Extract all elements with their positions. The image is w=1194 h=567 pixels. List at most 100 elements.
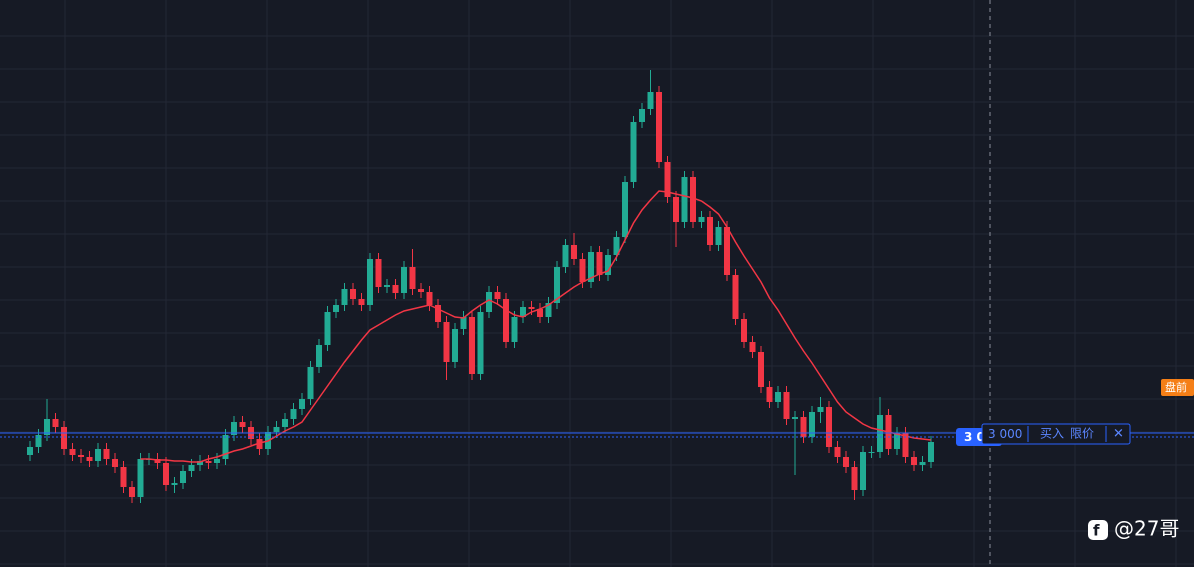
candle-body <box>367 259 373 305</box>
candle-body <box>579 259 586 282</box>
order-qty: 3 000 <box>988 427 1022 441</box>
price-label: 3 0 <box>964 430 985 444</box>
candle-body <box>171 483 178 485</box>
order-cancel[interactable]: ✕ <box>1113 427 1124 442</box>
candle-body <box>707 217 713 245</box>
candle-body <box>61 427 67 449</box>
candle-body <box>775 392 781 402</box>
candle-body <box>324 312 331 345</box>
candle-body <box>44 419 50 435</box>
candle-body <box>690 177 696 222</box>
candle-body <box>664 162 671 197</box>
candle-body <box>588 252 594 282</box>
candle-body <box>911 457 917 465</box>
logo: f <box>1088 520 1108 540</box>
candle-body <box>732 275 739 319</box>
candle-body <box>222 435 229 459</box>
candle-body <box>95 449 101 461</box>
candle-body <box>537 309 543 317</box>
candle-body <box>316 345 322 367</box>
candle-body <box>503 299 509 342</box>
candle-body <box>622 182 628 237</box>
candle-body <box>69 449 76 455</box>
order-side: 买入 <box>1040 427 1064 441</box>
candle-body <box>163 463 169 485</box>
candle-body <box>639 109 645 122</box>
candle-body <box>630 122 637 182</box>
svg-text:f: f <box>1093 522 1100 540</box>
candle-body <box>282 419 288 427</box>
candle-body <box>571 245 577 259</box>
watermark: @27哥 <box>1114 517 1179 541</box>
candle-body <box>605 255 611 275</box>
session-label: 盘前 <box>1165 380 1187 394</box>
moving-average <box>140 190 932 463</box>
candle-body <box>426 292 433 305</box>
candles <box>27 70 934 503</box>
candle-body <box>103 449 110 459</box>
candle-body <box>520 307 526 317</box>
order-box[interactable] <box>981 423 1131 445</box>
candle-body <box>724 227 730 275</box>
candle-body <box>749 342 756 352</box>
candle-body <box>180 471 186 483</box>
candle-body <box>647 92 654 109</box>
candle-body <box>681 177 688 222</box>
session-badge <box>1161 379 1194 396</box>
candle-body <box>52 419 59 427</box>
candle-body <box>214 459 220 463</box>
candle-body <box>435 305 441 322</box>
candle-body <box>392 285 399 293</box>
candle-body <box>375 259 382 287</box>
order-kind: 限价 <box>1070 427 1094 441</box>
candle-body <box>358 299 365 305</box>
candle-body <box>843 457 849 467</box>
candle-body <box>27 447 33 455</box>
candle-body <box>35 435 42 447</box>
candle-body <box>868 452 875 453</box>
candle-body <box>919 462 926 465</box>
candle-body <box>333 305 339 312</box>
candle-body <box>129 487 135 497</box>
candle-body <box>826 407 832 447</box>
candle-body <box>486 292 492 312</box>
candle-body <box>409 267 416 289</box>
candle-body <box>273 427 280 432</box>
candle-body <box>494 292 501 299</box>
candle-body <box>469 317 475 374</box>
candle-body <box>443 322 450 362</box>
candle-body <box>418 289 424 292</box>
candle-body <box>350 289 356 299</box>
candle-body <box>673 197 679 222</box>
candle-body <box>528 307 535 309</box>
candle-body <box>928 442 934 462</box>
candle-body <box>205 461 212 463</box>
candle-body <box>766 387 773 402</box>
candle-body <box>384 285 390 287</box>
candle-body <box>112 459 118 467</box>
candle-body <box>452 329 458 362</box>
candle-body <box>188 465 195 471</box>
candle-body <box>894 433 900 449</box>
candle-body <box>562 245 569 267</box>
candle-body <box>834 447 841 457</box>
candle-body <box>86 457 93 461</box>
candle-body <box>656 92 662 162</box>
candle-body <box>545 303 552 317</box>
candle-body <box>341 289 348 305</box>
candle-body <box>792 417 798 419</box>
candle-body <box>239 422 246 427</box>
candle-body <box>307 367 314 399</box>
candle-body <box>851 467 858 490</box>
candle-body <box>800 417 807 437</box>
candle-body <box>715 227 722 245</box>
candle-body <box>741 319 747 342</box>
candle-body <box>477 312 484 374</box>
candle-body <box>860 452 866 490</box>
candle-body <box>290 409 297 419</box>
candle-body <box>613 237 620 255</box>
candle-body <box>902 433 909 457</box>
